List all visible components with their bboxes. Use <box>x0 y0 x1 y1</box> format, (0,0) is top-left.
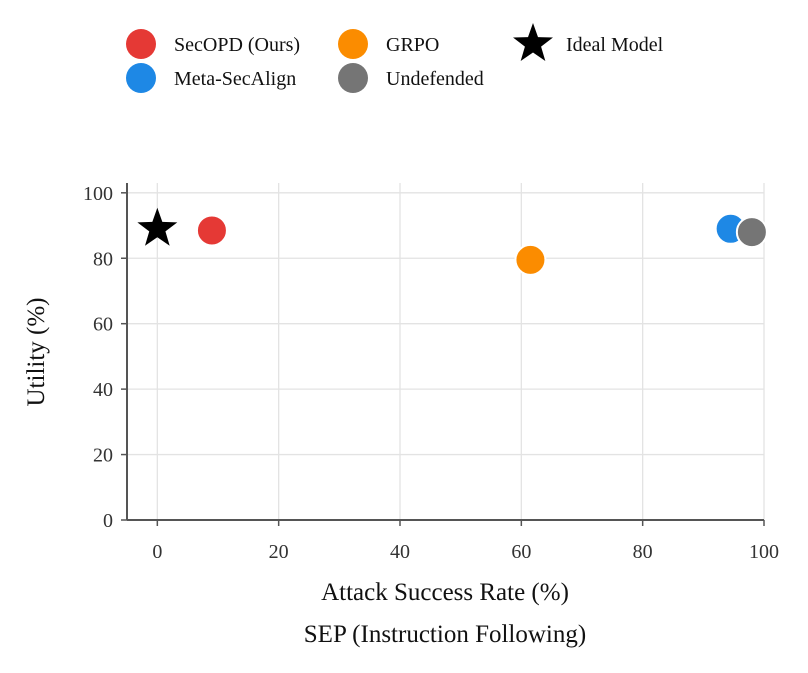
data-points <box>137 207 768 276</box>
legend-marker-secopd-ours <box>126 29 156 59</box>
x-tick-label: 100 <box>749 541 779 563</box>
y-tick-label: 20 <box>93 445 113 467</box>
legend-marker-undefended <box>338 63 368 93</box>
legend-label-meta-secalign: Meta-SecAlign <box>174 68 296 90</box>
y-tick-label: 60 <box>93 314 113 336</box>
legend-label-undefended: Undefended <box>386 68 484 90</box>
x-axis-title: Attack Success Rate (%) <box>321 579 569 606</box>
x-tick-label: 40 <box>390 541 410 563</box>
x-tick-label: 80 <box>633 541 653 563</box>
x-tick-label: 0 <box>152 541 162 563</box>
y-tick-label: 80 <box>93 248 113 270</box>
legend-label-grpo: GRPO <box>386 34 439 56</box>
y-ticks: 0 20 40 60 80 100 <box>83 183 127 532</box>
x-ticks: 0 20 40 60 80 100 <box>152 520 779 563</box>
point-secopd-ours <box>195 214 228 247</box>
legend-marker-ideal-model <box>513 23 553 61</box>
y-axis-title: Utility (%) <box>23 297 50 406</box>
y-tick-label: 40 <box>93 379 113 401</box>
point-ideal-model <box>137 207 178 246</box>
y-tick-label: 100 <box>83 183 113 205</box>
legend-marker-meta-secalign <box>126 63 156 93</box>
point-undefended <box>735 216 768 249</box>
legend-label-secopd-ours: SecOPD (Ours) <box>174 34 300 56</box>
x-tick-label: 20 <box>269 541 289 563</box>
point-grpo <box>514 243 547 276</box>
x-tick-label: 60 <box>511 541 531 563</box>
legend-label-ideal-model: Ideal Model <box>566 34 664 56</box>
chart-subtitle: SEP (Instruction Following) <box>304 621 586 648</box>
y-tick-label: 0 <box>103 510 113 532</box>
legend-marker-grpo <box>338 29 368 59</box>
axes <box>126 183 764 521</box>
legend: SecOPD (Ours) Meta-SecAlign GRPO Undefended… <box>126 23 664 93</box>
